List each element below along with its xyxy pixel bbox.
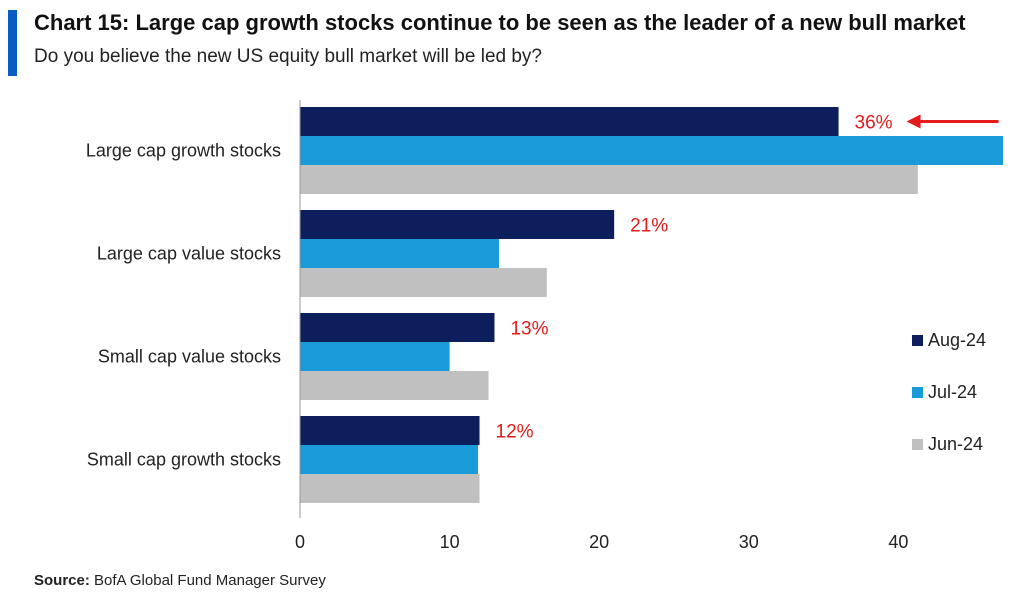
x-tick-label: 20	[589, 532, 609, 552]
category-label: Small cap growth stocks	[87, 450, 281, 470]
source-note: Source: BofA Global Fund Manager Survey	[34, 572, 326, 589]
bar-jul-24-1	[300, 136, 1004, 165]
bar-jul-24-3	[300, 342, 450, 371]
chart-title: Chart 15: Large cap growth stocks contin…	[34, 10, 966, 35]
data-label: 36%	[855, 113, 893, 134]
bar-jun-24-1	[300, 165, 918, 194]
data-label: 12%	[496, 422, 534, 443]
annotation-arrow-head	[906, 114, 921, 129]
legend-label: Jul-24	[928, 382, 977, 402]
data-label: 13%	[510, 319, 548, 340]
chart-subtitle: Do you believe the new US equity bull ma…	[34, 46, 542, 67]
legend-swatch-jul-24	[912, 387, 923, 398]
bar-jul-24-4	[300, 445, 479, 474]
category-label: Large cap value stocks	[97, 244, 281, 264]
legend-swatch-aug-24	[912, 335, 923, 346]
x-tick-label: 30	[739, 532, 759, 552]
legend-label: Jun-24	[928, 434, 983, 454]
bar-jul-24-2	[300, 239, 499, 268]
category-label: Small cap value stocks	[98, 347, 281, 367]
x-tick-label: 0	[295, 532, 305, 552]
x-tick-label: 40	[888, 532, 908, 552]
bar-aug-24-4	[300, 416, 480, 445]
bar-jun-24-3	[300, 371, 489, 400]
bar-jun-24-2	[300, 268, 547, 297]
bar-aug-24-3	[300, 313, 495, 342]
source-text: BofA Global Fund Manager Survey	[94, 572, 326, 589]
source-label: Source:	[34, 572, 90, 589]
title-accent-bar	[8, 10, 17, 76]
data-label: 21%	[630, 216, 668, 237]
x-tick-label: 10	[440, 532, 460, 552]
legend-swatch-jun-24	[912, 439, 923, 450]
bar-aug-24-2	[300, 210, 615, 239]
bar-jun-24-4	[300, 474, 480, 503]
legend-label: Aug-24	[928, 330, 986, 350]
bar-aug-24-1	[300, 107, 839, 136]
category-label: Large cap growth stocks	[86, 141, 281, 161]
